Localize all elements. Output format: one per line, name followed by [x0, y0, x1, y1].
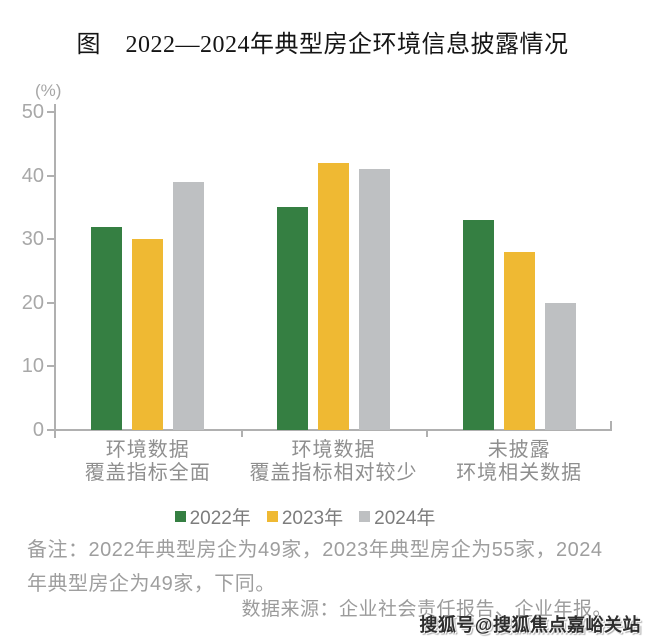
y-tick-label-0: 0 [32, 419, 44, 441]
footnote: 备注：2022年典型房企为49家，2023年典型房企为55家，2024 年典型房… [27, 533, 602, 601]
y-tick-50 [47, 111, 54, 113]
y-tick-10 [47, 365, 54, 368]
category-label-1: 环境数据 覆盖指标全面 [43, 439, 253, 485]
category-label-line: 环境数据 [105, 439, 190, 461]
category-label-line: 环境数据 [291, 439, 376, 461]
bar-2022年-2 [277, 207, 308, 430]
category-label-line: 未披露 [487, 439, 551, 461]
x-boundary-tick-2 [426, 430, 429, 437]
footnote-line-1: 备注：2022年典型房企为49家，2023年典型房企为55家，2024 [27, 539, 603, 561]
y-axis-unit-label: (%) [35, 81, 62, 100]
y-tick-label-10: 10 [21, 355, 44, 378]
bar-2022年-3 [462, 220, 494, 430]
legend-swatch-icon [266, 511, 278, 522]
bar-2024年-2 [359, 169, 390, 430]
x-axis-line [54, 429, 612, 431]
category-label-2: 环境数据 覆盖指标相对较少 [229, 439, 439, 485]
bar-2023年-1 [132, 239, 164, 430]
bar-2022年-1 [91, 226, 123, 430]
footnote-line-2: 年典型房企为49家，下同。 [27, 573, 276, 595]
data-source-line: 数据来源：企业社会责任报告、企业年报。 [241, 599, 612, 620]
watermark: 搜狐号@搜狐焦点嘉峪关站 [419, 615, 641, 635]
bar-group-2 [277, 162, 390, 430]
bar-2023年-3 [503, 251, 535, 430]
y-tick-30 [47, 238, 54, 241]
legend-item-2023年: 2023年 [266, 503, 344, 530]
y-tick-label-30: 30 [21, 228, 44, 251]
category-label-line: 覆盖指标全面 [84, 462, 211, 484]
legend-label: 2024年 [374, 508, 436, 529]
y-tick-label-50: 50 [21, 101, 44, 123]
x-boundary-tick-1 [240, 430, 243, 437]
bar-group-1 [91, 182, 205, 430]
bar-group-3 [462, 220, 576, 430]
category-label-line: 覆盖指标相对较少 [249, 462, 418, 484]
legend-item-2024年: 2024年 [359, 503, 435, 530]
chart-title: 图 2022—2024年典型房企环境信息披露情况 [76, 32, 569, 58]
bar-2023年-2 [318, 162, 349, 430]
legend-swatch-icon [174, 511, 186, 522]
y-axis-line [54, 104, 56, 438]
legend-swatch-icon [359, 511, 371, 522]
y-tick-label-20: 20 [21, 291, 44, 314]
y-tick-20 [47, 301, 54, 304]
legend-label: 2023年 [281, 508, 344, 529]
bar-2024年-1 [173, 182, 205, 430]
bar-2024年-3 [544, 302, 576, 430]
category-label-3: 未披露 环境相关数据 [414, 439, 624, 485]
category-label-line: 环境相关数据 [456, 462, 583, 484]
legend-label: 2022年 [189, 508, 251, 529]
origin-tick [54, 430, 56, 437]
x-axis-end-tick [610, 421, 612, 430]
legend-item-2022年: 2022年 [174, 503, 251, 530]
y-tick-0 [47, 429, 54, 431]
y-tick-label-40: 40 [21, 164, 44, 187]
y-tick-40 [47, 174, 54, 177]
chart-legend: 2022年 2023年 2024年 [0, 503, 610, 530]
